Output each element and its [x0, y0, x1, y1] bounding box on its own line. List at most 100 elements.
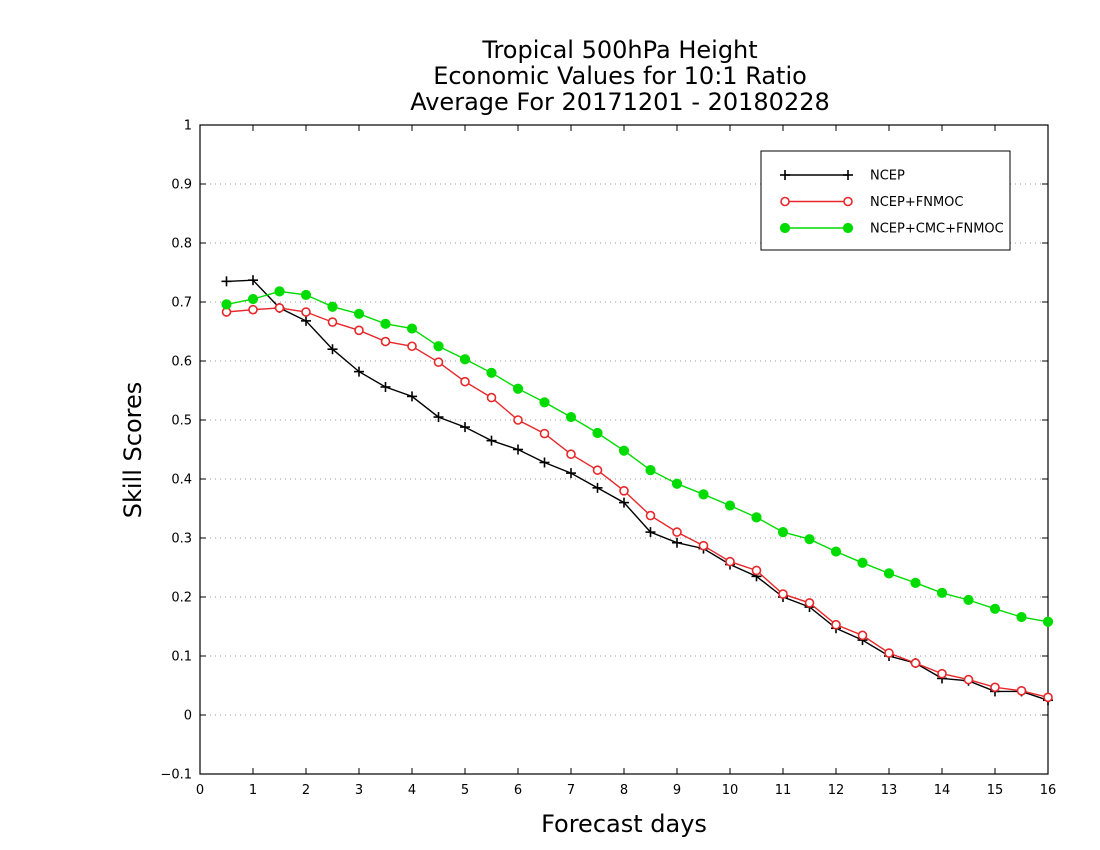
data-point-ncep-fnmoc — [698, 540, 709, 551]
data-point-ncep-cmc-fnmoc — [512, 383, 524, 394]
data-point-ncep — [566, 468, 576, 479]
data-point-ncep — [301, 315, 311, 326]
x-tick-label: 10 — [722, 783, 739, 798]
data-point-ncep — [486, 435, 497, 446]
data-point-ncep-fnmoc — [327, 317, 338, 327]
series-line-ncep-cmc-fnmoc — [226, 290, 1049, 623]
legend-marker — [780, 170, 790, 180]
data-point-ncep-cmc-fnmoc — [936, 587, 948, 598]
data-point-ncep-fnmoc — [1016, 686, 1027, 696]
data-point-ncep — [513, 444, 523, 455]
title-line-3: Average For 20171201 - 20180228 — [410, 88, 830, 116]
legend-item-ncep-cmc-fnmoc: NCEP+CMC+FNMOC — [779, 222, 1004, 237]
data-point-ncep-cmc-fnmoc — [645, 465, 656, 476]
data-point-ncep — [407, 391, 417, 402]
y-tick-label: 0.7 — [171, 296, 192, 311]
y-tick-label: 0.8 — [171, 237, 192, 252]
data-point-ncep — [380, 381, 391, 392]
data-point-ncep-fnmoc — [460, 376, 470, 387]
data-point-ncep-cmc-fnmoc — [910, 577, 921, 588]
series-line-ncep-fnmoc — [226, 307, 1049, 698]
data-point-ncep-fnmoc — [539, 428, 550, 439]
data-point-ncep-cmc-fnmoc — [724, 500, 736, 511]
data-point-ncep-fnmoc — [301, 307, 311, 317]
data-point-ncep-cmc-fnmoc — [274, 286, 285, 297]
data-point-ncep-cmc-fnmoc — [777, 527, 789, 538]
data-point-ncep-fnmoc — [963, 674, 974, 685]
data-point-ncep-fnmoc — [1043, 692, 1053, 703]
x-tick-label: 1 — [249, 783, 257, 798]
y-tick-label: −0.1 — [160, 768, 192, 783]
title-line-1: Tropical 500hPa Height — [481, 36, 757, 64]
y-tick-label: 0.3 — [171, 532, 192, 547]
data-point-ncep-fnmoc — [778, 589, 788, 599]
data-point-ncep-fnmoc — [248, 304, 258, 315]
data-point-ncep — [248, 275, 258, 286]
y-tick-label: 0.9 — [171, 178, 192, 193]
x-tick-label: 2 — [302, 783, 310, 798]
y-tick-label: 0.1 — [171, 650, 192, 665]
data-point-ncep-fnmoc — [592, 465, 603, 475]
data-point-ncep — [221, 276, 232, 287]
data-point-ncep-cmc-fnmoc — [1042, 616, 1054, 627]
data-point-ncep — [327, 344, 338, 355]
data-point-ncep-fnmoc — [725, 556, 735, 567]
data-point-ncep-cmc-fnmoc — [486, 367, 497, 378]
x-axis-label: Forecast days — [541, 810, 707, 838]
data-point-ncep-cmc-fnmoc — [830, 546, 842, 557]
data-point-ncep-fnmoc — [672, 527, 682, 537]
data-point-ncep — [592, 482, 603, 493]
data-point-ncep-cmc-fnmoc — [671, 478, 683, 489]
legend-label: NCEP+FNMOC — [870, 195, 963, 210]
data-point-ncep-cmc-fnmoc — [539, 397, 550, 408]
data-point-ncep-cmc-fnmoc — [963, 594, 974, 606]
legend-label: NCEP+CMC+FNMOC — [870, 222, 1004, 237]
data-point-ncep-cmc-fnmoc — [883, 568, 895, 579]
data-point-ncep — [672, 537, 682, 548]
data-point-ncep-cmc-fnmoc — [989, 603, 1001, 614]
data-point-ncep-fnmoc — [380, 336, 391, 347]
data-point-ncep-cmc-fnmoc — [804, 534, 815, 545]
data-point-ncep-fnmoc — [407, 341, 417, 352]
data-point-ncep-fnmoc — [910, 658, 921, 668]
series-ncep — [221, 275, 1053, 706]
data-point-ncep-fnmoc — [884, 648, 894, 658]
x-tick-label: 4 — [408, 783, 416, 798]
x-tick-label: 7 — [567, 783, 575, 798]
data-point-ncep-fnmoc — [354, 325, 364, 336]
data-point-ncep-cmc-fnmoc — [857, 557, 868, 568]
data-point-ncep-fnmoc — [274, 303, 285, 313]
legend-label: NCEP — [870, 169, 905, 184]
data-point-ncep-cmc-fnmoc — [433, 341, 444, 352]
x-tick-label: 9 — [673, 783, 681, 798]
legend-marker — [842, 222, 854, 234]
series-line-ncep — [226, 279, 1049, 701]
data-point-ncep-cmc-fnmoc — [221, 299, 232, 310]
data-point-ncep-fnmoc — [831, 619, 841, 630]
data-point-ncep-cmc-fnmoc — [751, 512, 762, 523]
y-tick-label: 0.2 — [171, 591, 192, 606]
x-tick-label: 0 — [196, 783, 204, 798]
y-axis-label: Skill Scores — [119, 382, 147, 519]
legend-item-ncep: NCEP — [780, 169, 905, 184]
data-point-ncep-fnmoc — [804, 598, 815, 608]
data-point-ncep — [433, 412, 444, 423]
x-tick-label: 15 — [987, 783, 1004, 798]
y-tick-label: 1 — [184, 119, 192, 134]
data-point-ncep-cmc-fnmoc — [698, 489, 709, 500]
data-point-ncep-cmc-fnmoc — [300, 289, 312, 301]
x-tick-label: 11 — [775, 783, 792, 798]
x-tick-label: 5 — [461, 783, 469, 798]
data-point-ncep-fnmoc — [990, 682, 1000, 693]
data-point-ncep-cmc-fnmoc — [459, 354, 471, 365]
legend-marker — [843, 196, 853, 207]
x-tick-label: 6 — [514, 783, 522, 798]
legend-item-ncep-fnmoc: NCEP+FNMOC — [780, 195, 963, 210]
data-point-ncep-cmc-fnmoc — [247, 293, 259, 305]
data-point-ncep — [645, 527, 656, 538]
y-tick-label: 0.5 — [171, 414, 192, 429]
legend: NCEP NCEP+FNMOC NCEP+CMC+FNMOC — [760, 150, 1011, 251]
data-point-ncep-cmc-fnmoc — [380, 318, 391, 329]
